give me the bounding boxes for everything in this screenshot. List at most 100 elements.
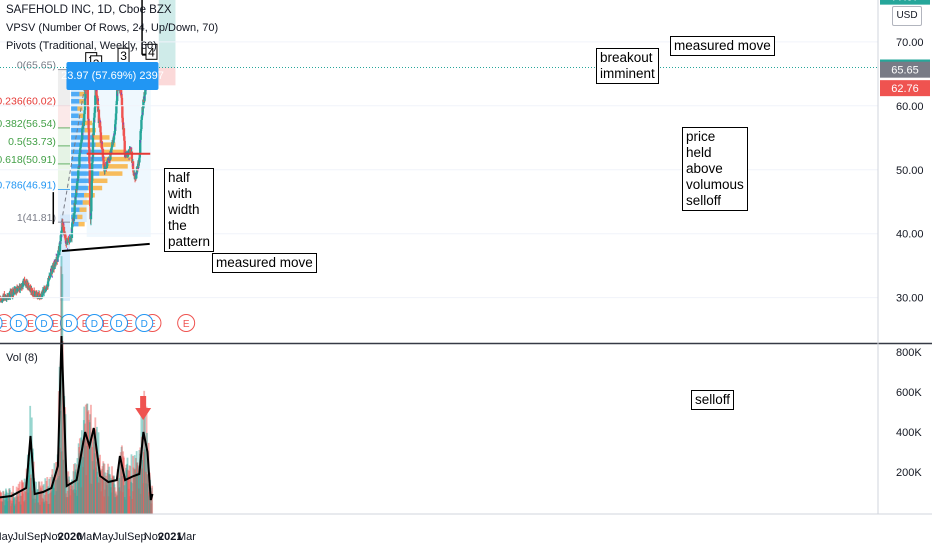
- volume-bar: [151, 485, 154, 514]
- candle-up: [91, 133, 95, 158]
- volume-bar: [61, 341, 64, 514]
- volume-bar: [58, 476, 61, 514]
- volume-bar: [147, 484, 150, 514]
- candle-up: [138, 157, 141, 163]
- volume-bar: [27, 492, 30, 514]
- volume-bar: [101, 468, 103, 514]
- volume-profile-bar-up: [71, 91, 80, 97]
- dividend-event-marker: [135, 314, 154, 332]
- volume-bar: [40, 487, 42, 514]
- candle-up: [141, 106, 144, 115]
- volume-bar: [90, 440, 93, 514]
- volume-bar: [19, 492, 22, 514]
- volume-ma-line: [0, 335, 154, 501]
- dividend-event-marker: [59, 314, 78, 332]
- volume-bar: [100, 479, 103, 514]
- candle-up: [106, 161, 109, 166]
- volume-bar: [92, 469, 95, 514]
- volume-profile-bar-down: [82, 200, 93, 205]
- volume-bar: [76, 475, 79, 514]
- volume-bar: [114, 497, 117, 514]
- candle-up: [139, 139, 142, 154]
- volume-bar: [20, 495, 23, 514]
- candle-up: [82, 122, 86, 126]
- price-tick-label: 70.00: [896, 37, 924, 49]
- volume-bar: [30, 477, 33, 514]
- volume-bar: [118, 477, 121, 514]
- volume-bar: [75, 464, 78, 514]
- volume-bar: [105, 485, 108, 514]
- pattern-bottom-line: [61, 242, 150, 252]
- volume-bar: [78, 438, 81, 514]
- volume-bar: [136, 462, 139, 514]
- volume-bar: [87, 441, 90, 514]
- volume-tick-label: 800K: [896, 347, 922, 359]
- volume-bar: [10, 491, 13, 514]
- volume-bar: [144, 471, 147, 514]
- volume-profile-bar-down: [78, 221, 85, 227]
- candle-down: [102, 157, 105, 160]
- candle-down: [96, 98, 99, 105]
- volume-bar: [55, 462, 57, 514]
- volume-bar: [33, 478, 36, 514]
- volume-bar: [43, 494, 46, 514]
- volume-bar: [131, 491, 134, 514]
- candle-down: [62, 226, 66, 233]
- volume-bar: [49, 493, 51, 514]
- earnings-event-label: E: [27, 319, 34, 330]
- volume-bar: [135, 472, 138, 514]
- candle-down: [88, 163, 91, 184]
- volume-bar: [113, 484, 116, 514]
- candle-up: [83, 114, 86, 123]
- currency-button[interactable]: USD: [892, 6, 922, 26]
- volume-bar: [96, 426, 98, 514]
- volume-bar: [140, 415, 143, 514]
- volume-bar: [53, 463, 56, 514]
- volume-bar: [120, 464, 123, 514]
- volume-bar: [49, 477, 52, 514]
- volume-bar: [22, 501, 25, 514]
- volume-bar: [16, 491, 18, 514]
- volume-profile-bar-up: [71, 127, 85, 133]
- volume-bar: [128, 496, 131, 514]
- volume-bar: [26, 480, 29, 514]
- volume-bar: [7, 498, 10, 514]
- volume-bar: [1, 500, 3, 514]
- volume-bar: [45, 491, 47, 514]
- volume-bar: [131, 483, 134, 514]
- volume-bar: [39, 504, 42, 514]
- candle-up: [81, 129, 84, 140]
- volume-bar: [101, 466, 104, 514]
- volume-profile-bar-up: [71, 120, 83, 126]
- volume-bar: [105, 481, 108, 514]
- volume-bar: [127, 488, 130, 514]
- candle-up: [142, 99, 145, 109]
- volume-bar: [133, 455, 136, 514]
- wave-label: 3: [120, 49, 127, 63]
- volume-bar: [92, 428, 94, 514]
- candle-down: [29, 285, 32, 289]
- volume-bar: [146, 432, 148, 514]
- volume-bar: [81, 444, 84, 514]
- volume-bar: [13, 497, 16, 514]
- volume-tick-label: 600K: [896, 387, 922, 399]
- volume-bar: [86, 411, 89, 514]
- volume-bar: [12, 498, 15, 514]
- volume-bar: [88, 419, 90, 514]
- volume-bar: [9, 490, 11, 514]
- volume-bar: [7, 492, 10, 514]
- volume-bar: [106, 472, 109, 514]
- volume-profile-bar-down: [103, 156, 131, 162]
- volume-bar: [95, 461, 98, 514]
- volume-bar: [0, 490, 1, 514]
- volume-bar: [108, 466, 111, 514]
- volume-bar: [5, 492, 8, 514]
- volume-profile-bar-up: [71, 156, 104, 162]
- volume-bar: [98, 458, 100, 514]
- volume-bar: [150, 503, 153, 514]
- volume-bar: [53, 487, 55, 514]
- pivots-indicator-label: Pivots (Traditional, Weekly, 60): [6, 40, 157, 52]
- candle-down: [86, 89, 89, 107]
- time-tick-label: Nov: [44, 531, 64, 543]
- volume-bar: [11, 503, 13, 514]
